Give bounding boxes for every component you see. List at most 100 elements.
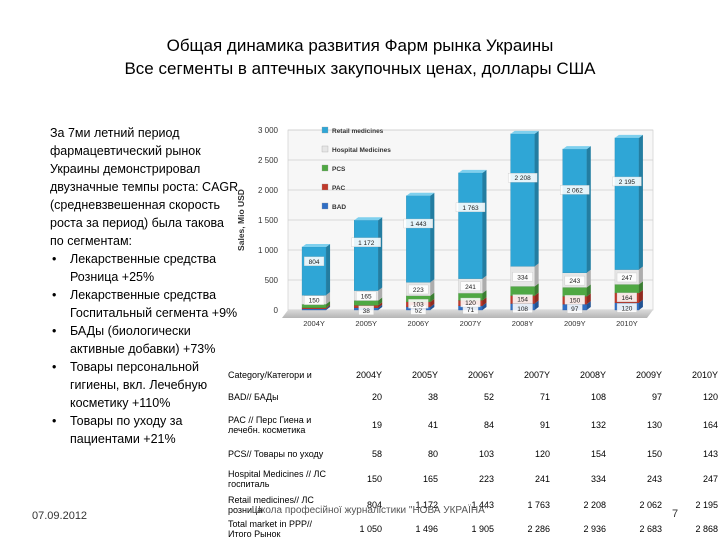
bar-side (638, 299, 643, 310)
bar-side (326, 304, 331, 309)
bar-side (586, 284, 591, 297)
table-cell: 154 (590, 449, 606, 459)
x-tick-label: 2010Y (616, 319, 638, 328)
legend-swatch (321, 126, 329, 134)
bullet-item: Товары персональной гигиены, вкл. Лечебн… (50, 358, 240, 412)
table-cell: 80 (427, 449, 438, 459)
data-label: 154 (517, 297, 528, 304)
bar-segment-pcs (562, 287, 587, 297)
table-cell: 132 (590, 420, 606, 430)
table-cell: 20 (371, 392, 382, 402)
legend-entry: PCS (332, 166, 346, 173)
bar-side (534, 130, 539, 267)
data-label-box (616, 272, 637, 283)
data-label-box (403, 218, 434, 229)
data-label: 2 195 (619, 179, 636, 186)
x-tick-label: 2009Y (564, 319, 586, 328)
table-cell: 84 (483, 420, 494, 430)
bar-side (534, 263, 539, 287)
bar-side (326, 243, 331, 296)
data-label-box (564, 275, 585, 286)
data-label: 97 (571, 306, 579, 313)
y-tick-label: 0 (274, 306, 279, 315)
data-label-box (512, 272, 533, 282)
bar-side (534, 292, 539, 304)
data-label: 804 (309, 259, 320, 266)
table-cell: 108 (590, 392, 606, 402)
bar-side (638, 289, 643, 303)
data-label: 150 (309, 298, 320, 305)
data-label: 1 763 (462, 205, 479, 212)
table-cell: 120 (702, 392, 718, 402)
cagr-bullet-list: Лекарственные средства Розница +25% Лека… (50, 250, 240, 448)
bar-segment-pcs (510, 286, 535, 296)
bar-side (378, 297, 383, 306)
legend-swatch (321, 202, 329, 210)
data-label: 52 (415, 307, 423, 314)
x-tick-label: 2005Y (355, 319, 377, 328)
table-cell: 103 (478, 449, 494, 459)
data-label: 1 172 (358, 240, 375, 247)
chart-legend: Retail medicines Hospital Medicines PCS PAC… (321, 126, 391, 211)
data-label-box (560, 185, 590, 195)
legend-entry: Retail medicines (332, 128, 384, 135)
data-label: 120 (621, 305, 632, 312)
bar-side (482, 290, 487, 301)
data-label-box (356, 291, 377, 301)
bar-side (430, 192, 435, 283)
table-cell: 38 (427, 392, 438, 402)
bar-side (586, 293, 591, 305)
slide-footer: Школа професійної журналістики "НОВА УКР… (251, 505, 489, 516)
table-cell: 2 195 (695, 500, 718, 510)
table-column-header: 2004Y (355, 370, 382, 380)
table-cell: 97 (651, 392, 662, 402)
y-axis-label: Sales, Mio USD (236, 189, 246, 251)
legend-entry: BAD (332, 204, 346, 211)
data-label: 120 (465, 300, 476, 307)
x-tick-label: 2004Y (303, 319, 325, 328)
data-label: 247 (621, 275, 632, 282)
page-number: 7 (672, 508, 679, 520)
bar-side (378, 217, 383, 291)
data-label-box (304, 295, 325, 305)
data-label-box (512, 303, 533, 313)
table-cell: 2 868 (695, 524, 718, 534)
table-cell: 223 (478, 474, 494, 484)
table-cell: 2 936 (583, 524, 606, 534)
table-cell: 91 (539, 420, 550, 430)
table-cell: 52 (483, 392, 494, 402)
bar-side (482, 275, 487, 294)
table-column-header: 2005Y (411, 370, 438, 380)
chart-axes: 0 500 1 000 1 500 2 000 2 500 3 000 Sales, Mio … (236, 126, 638, 328)
bar-segment-retail-medicines (614, 137, 640, 270)
bar-top (510, 130, 539, 134)
data-label-box (616, 292, 637, 303)
data-label-box (507, 173, 538, 183)
bar-side (430, 298, 435, 307)
bar-side (430, 303, 435, 310)
data-label: 2 208 (515, 175, 532, 182)
data-label-box (351, 237, 381, 248)
data-label-box (564, 295, 585, 305)
data-label: 165 (361, 294, 372, 301)
table-column-header: 2007Y (523, 370, 550, 380)
table-column-header: 2006Y (467, 370, 494, 380)
table-cell: 143 (702, 449, 718, 459)
bar-segment-retail-medicines (562, 148, 587, 273)
table-cell: 1 443 (471, 500, 494, 510)
legend-swatch (321, 164, 329, 172)
bar-side (326, 301, 331, 308)
bar-side (482, 169, 487, 279)
legend-entry: Hospital Medicines (332, 147, 391, 154)
bar-segment-retail-medicines (354, 220, 379, 291)
summary-intro: За 7ми летний период фармацевтический ры… (50, 126, 239, 248)
bar-side (586, 301, 591, 310)
legend-entry: PAC (332, 185, 346, 192)
bar-segment-retail-medicines (458, 172, 483, 279)
data-label-box (616, 303, 637, 313)
y-tick-label: 3 000 (258, 126, 279, 135)
bar-side (482, 302, 487, 310)
table-cell: 1 496 (415, 524, 438, 534)
table-cell: 165 (422, 474, 438, 484)
